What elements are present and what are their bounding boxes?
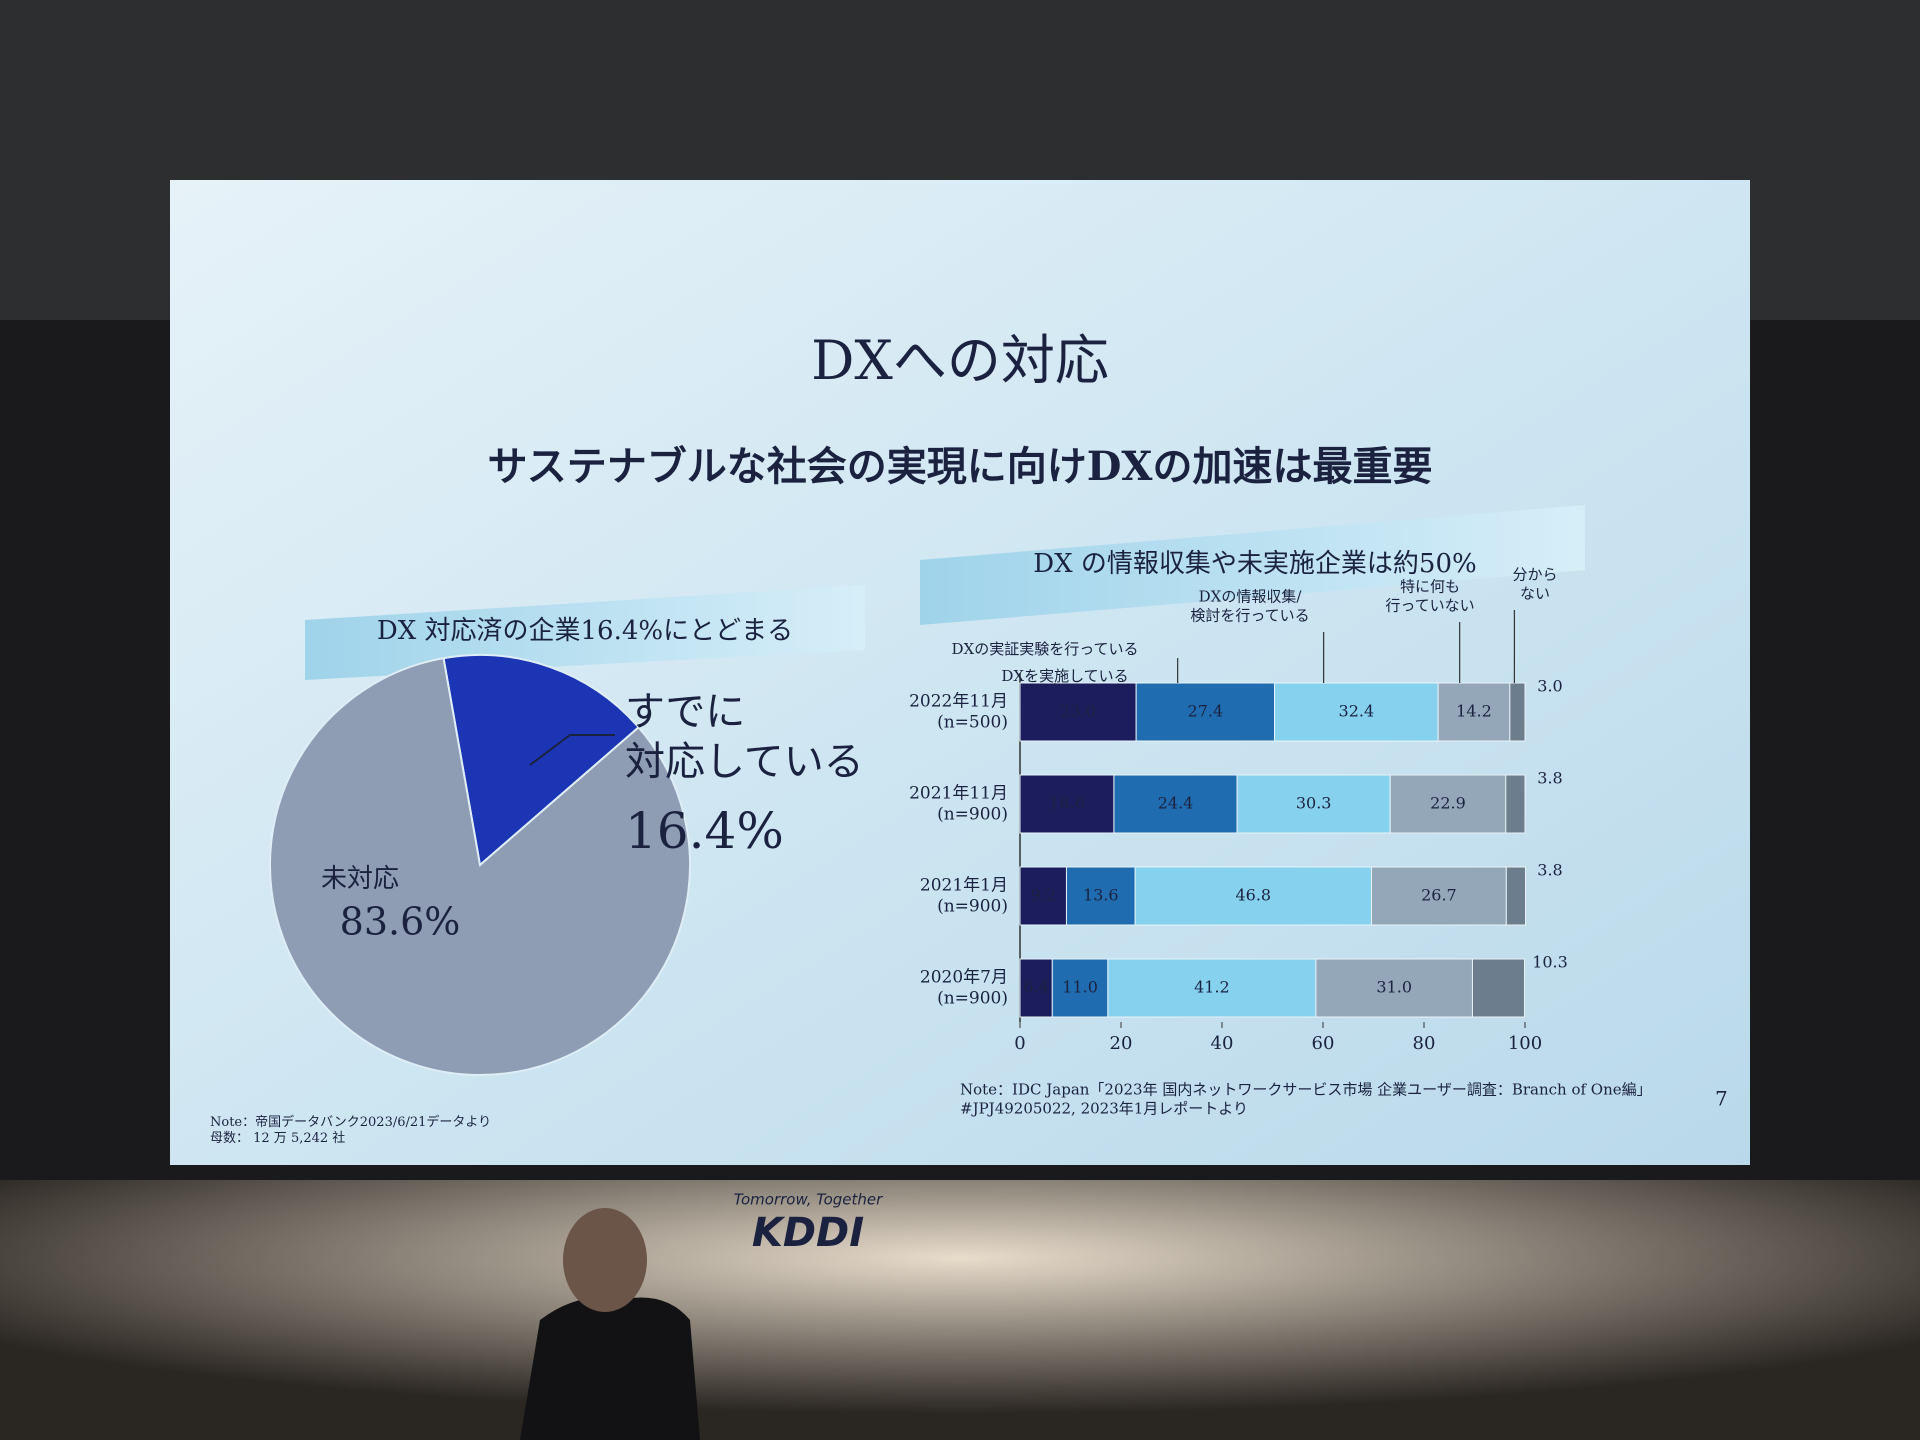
legend-label: DXの情報収集/検討を行っている	[1190, 588, 1309, 625]
slide-title: DXへの対応	[811, 329, 1109, 392]
slice-value: 83.6%	[340, 900, 461, 944]
value-label: 3.8	[1537, 769, 1562, 788]
bar-segment	[1471, 958, 1525, 1018]
value-label: 18.6	[1049, 794, 1085, 813]
value-label: 11.0	[1062, 978, 1098, 997]
value-label: 41.2	[1194, 978, 1230, 997]
y-tick-label: 2020年7月(n=900)	[920, 967, 1008, 1008]
chart-title: DX 対応済の企業16.4%にとどまる	[377, 616, 793, 646]
legend-label: DXを実施している	[1001, 667, 1128, 685]
bar-segment	[1051, 958, 1109, 1018]
x-tick-label: 40	[1211, 1033, 1234, 1054]
bar-segment	[1107, 958, 1317, 1018]
value-label: 30.3	[1296, 794, 1332, 813]
x-tick-label: 80	[1413, 1033, 1436, 1054]
x-tick-label: 60	[1312, 1033, 1335, 1054]
stage-wall	[0, 1180, 1920, 1440]
bar-segment	[1274, 682, 1439, 742]
value-label: 3.8	[1537, 861, 1562, 880]
slice-label: すでに対応している	[625, 689, 864, 785]
x-tick-label: 100	[1508, 1033, 1542, 1054]
value-label: 32.4	[1339, 702, 1375, 721]
logo: KDDI	[752, 1210, 864, 1256]
pie-banner	[305, 585, 865, 680]
value-label: 13.6	[1083, 886, 1119, 905]
bar-segment	[1437, 682, 1511, 742]
value-label: 3.0	[1537, 677, 1562, 696]
value-label: 10.3	[1532, 953, 1568, 972]
value-label: 27.4	[1188, 702, 1224, 721]
bar-segment	[1505, 774, 1526, 834]
x-tick-label: 0	[1014, 1033, 1025, 1054]
bar-segment	[1370, 866, 1507, 926]
bar-segment	[1505, 866, 1527, 926]
note-right: Note：IDC Japan「2023年 国内ネットワークサービス市場 企業ユー…	[960, 1081, 1652, 1118]
bar-segment	[1389, 774, 1507, 834]
bar-segment	[1134, 866, 1372, 926]
bar-banner	[920, 505, 1585, 625]
slide-subtitle: サステナブルな社会の実現に向けDXの加速は最重要	[488, 443, 1433, 490]
value-label: 31.0	[1376, 978, 1412, 997]
bar-segment	[1509, 682, 1526, 742]
bar-segment	[1113, 774, 1238, 834]
y-tick-label: 2021年11月(n=900)	[909, 783, 1008, 824]
tagline: Tomorrow, Together	[734, 1191, 883, 1209]
bar-segment	[1315, 958, 1473, 1018]
value-label: 46.8	[1235, 886, 1271, 905]
speaker-body	[520, 1297, 700, 1440]
value-label: 26.7	[1421, 886, 1457, 905]
value-label: 24.4	[1158, 794, 1194, 813]
legend-label: DXの実証実験を行っている	[952, 640, 1139, 658]
pie-slice	[442, 654, 640, 867]
leader-line	[529, 734, 571, 766]
y-tick-label: 2021年1月(n=900)	[920, 875, 1008, 916]
bar-segment	[1019, 682, 1137, 742]
value-label: 22.9	[1430, 794, 1466, 813]
bar-segment	[1236, 774, 1391, 834]
value-label: 14.2	[1456, 702, 1492, 721]
chart-title: DX の情報収集や未実施企業は約50%	[1033, 549, 1476, 579]
bar-segment	[1065, 866, 1136, 926]
value-label: 6.4	[1023, 978, 1048, 997]
value-label: 23.0	[1060, 702, 1096, 721]
pie-slice	[269, 657, 691, 1076]
bar-segment	[1019, 866, 1067, 926]
value-label: 9.2	[1031, 886, 1056, 905]
note-left: Note：帝国データバンク2023/6/21データより母数： 12 万 5,24…	[210, 1113, 491, 1145]
bar-segment	[1019, 774, 1115, 834]
page-number: 7	[1715, 1087, 1728, 1111]
legend-label: 特に何も行っていない	[1385, 578, 1474, 615]
legend-label: 分からない	[1512, 566, 1557, 603]
slice-value: 16.4%	[625, 802, 784, 860]
y-tick-label: 2022年11月(n=500)	[909, 691, 1008, 732]
bar-segment	[1019, 958, 1053, 1018]
speaker-head	[563, 1208, 647, 1312]
x-tick-label: 20	[1110, 1033, 1133, 1054]
slice-label: 未対応	[321, 864, 399, 894]
